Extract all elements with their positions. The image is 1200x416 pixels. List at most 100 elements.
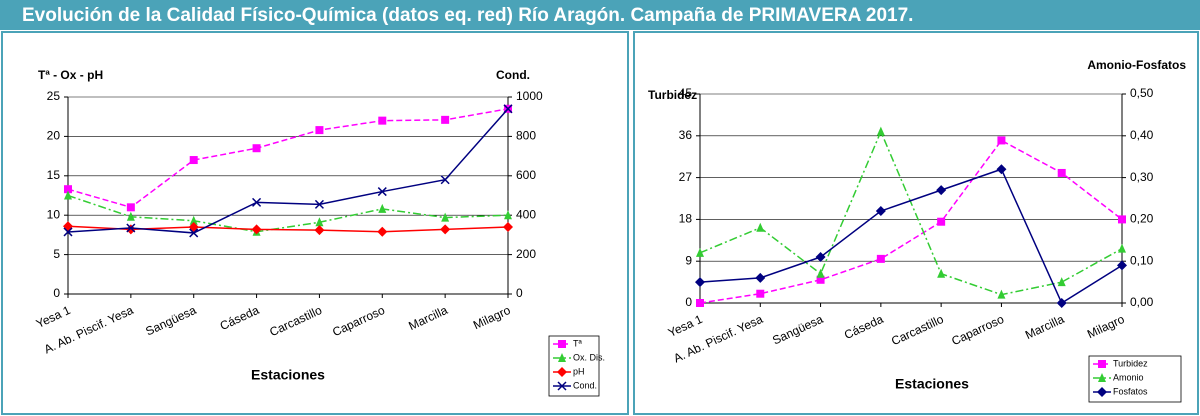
series-line	[67, 194, 509, 233]
x-tick-label: Marcilla	[1023, 312, 1067, 342]
marker	[1057, 277, 1066, 287]
marker	[996, 164, 1007, 175]
series-line	[699, 129, 1123, 296]
x-tick-label: Cáseda	[842, 312, 886, 342]
y-tick-label: 9	[685, 253, 692, 267]
panel	[1, 31, 629, 415]
header-bar	[0, 0, 1200, 30]
marker	[441, 212, 450, 222]
x-tick-label: Carcastillo	[889, 312, 946, 348]
series-line	[67, 108, 509, 209]
marker	[695, 277, 705, 288]
marker	[876, 254, 885, 263]
marker	[63, 227, 73, 237]
marker	[440, 175, 450, 185]
legend-label: Turbidez	[1113, 358, 1148, 368]
legend-label: Ox. Dis.	[573, 352, 605, 362]
y2-tick-label: 800	[516, 129, 536, 143]
marker	[1117, 260, 1127, 271]
marker	[63, 221, 73, 232]
y-tick-label: 10	[47, 207, 61, 221]
x-axis-label: Estaciones	[895, 376, 969, 392]
x-tick-label: Caparroso	[330, 303, 387, 340]
marker	[503, 104, 513, 114]
y2-tick-label: 0,10	[1130, 253, 1154, 267]
marker	[126, 211, 135, 221]
marker	[441, 115, 450, 124]
marker	[314, 199, 324, 209]
legend-label: Amonio	[1113, 372, 1144, 382]
y2-axis-label: Amonio-Fosfatos	[1087, 58, 1186, 72]
x-tick-label: Carcastillo	[267, 303, 324, 339]
marker	[815, 252, 826, 263]
x-tick-label: Milagro	[1085, 312, 1127, 341]
marker	[997, 136, 1006, 145]
panel	[633, 31, 1199, 415]
x-tick-label: Sangüesa	[143, 303, 198, 339]
marker	[557, 367, 567, 377]
y2-tick-label: 0,00	[1130, 295, 1154, 309]
marker	[557, 381, 567, 391]
marker	[503, 222, 513, 233]
marker	[1056, 298, 1067, 308]
marker	[875, 206, 886, 217]
y2-tick-label: 0	[516, 286, 523, 300]
x-tick-label: Yesa 1	[34, 303, 73, 331]
marker	[558, 353, 566, 362]
y-tick-label: 5	[53, 247, 60, 261]
marker	[315, 217, 324, 227]
x-axis-label: Estaciones	[251, 367, 325, 383]
marker	[936, 185, 947, 196]
y2-tick-label: 0,50	[1130, 86, 1154, 100]
y-tick-label: 20	[47, 129, 61, 143]
marker	[378, 203, 387, 213]
marker	[315, 126, 324, 135]
series-line	[699, 168, 1123, 305]
y-tick-label: 25	[47, 89, 61, 103]
x-tick-label: Milagro	[471, 303, 513, 332]
marker	[997, 289, 1006, 299]
y2-tick-label: 200	[516, 247, 536, 261]
marker	[377, 226, 388, 237]
x-tick-label: Caparroso	[949, 312, 1006, 349]
x-tick-label: Cáseda	[218, 303, 262, 333]
marker	[1118, 243, 1126, 253]
marker	[126, 223, 136, 233]
marker	[1097, 387, 1107, 397]
marker	[1057, 168, 1066, 177]
y-tick-label: 27	[679, 170, 693, 184]
marker	[816, 268, 825, 278]
marker	[937, 217, 946, 226]
legend-label: Tª	[573, 338, 582, 348]
x-tick-label: Yesa 1	[666, 312, 705, 340]
y2-axis-label: Cond.	[496, 68, 530, 82]
x-tick-label: Sangüesa	[770, 312, 825, 348]
y2-tick-label: 0,20	[1130, 212, 1154, 226]
marker	[126, 203, 135, 212]
marker	[64, 185, 72, 194]
marker	[504, 210, 512, 220]
y2-tick-label: 0,30	[1130, 170, 1154, 184]
y-tick-label: 0	[685, 295, 692, 309]
legend-label: Fosfatos	[1113, 386, 1148, 396]
marker	[756, 289, 765, 298]
marker	[816, 275, 825, 284]
series-line	[67, 108, 509, 234]
marker	[1098, 373, 1106, 382]
y-tick-label: 36	[679, 128, 693, 142]
marker	[189, 228, 199, 238]
marker	[125, 224, 136, 235]
marker	[696, 247, 704, 257]
y-tick-label: 45	[679, 86, 693, 100]
y-tick-label: 18	[679, 212, 693, 226]
marker	[252, 144, 261, 153]
y-tick-label: 0	[53, 286, 60, 300]
page-title: Evolución de la Calidad Físico-Química (…	[22, 5, 913, 26]
y-axis-label: Tª - Ox - pH	[38, 68, 103, 82]
marker	[189, 156, 198, 165]
y2-tick-label: 600	[516, 168, 536, 182]
marker	[696, 299, 704, 307]
marker	[314, 225, 325, 236]
legend-label: Cond.	[573, 380, 597, 390]
